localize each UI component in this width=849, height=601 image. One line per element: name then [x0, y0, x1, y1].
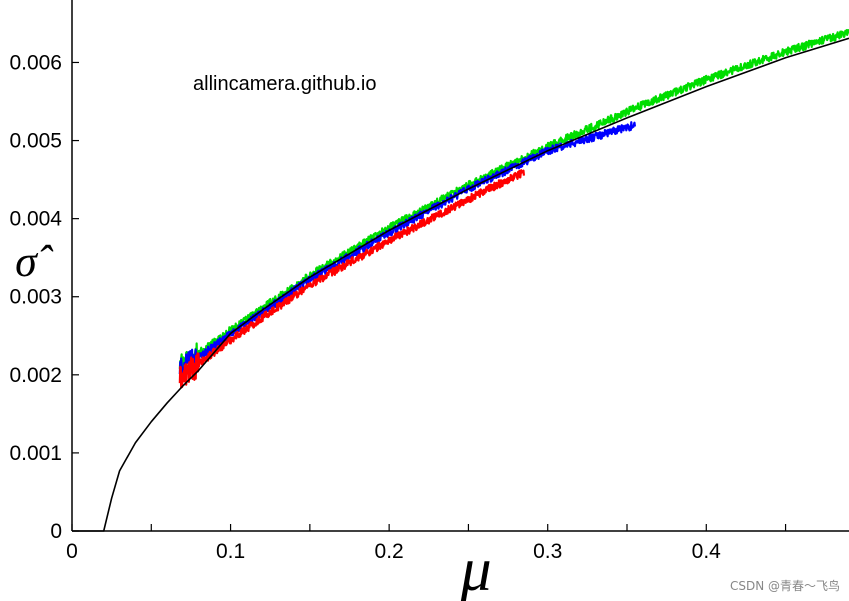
watermark: CSDN @青春～飞鸟: [730, 578, 840, 593]
y-tick-label: 0.001: [9, 442, 62, 465]
x-tick-label: 0.4: [692, 540, 722, 563]
y-tick-label: 0.003: [9, 286, 62, 309]
y-tick-label: 0.005: [9, 130, 62, 153]
site-annotation: allincamera.github.io: [193, 73, 376, 95]
y-tick-label: 0.002: [9, 364, 62, 387]
y-tick-label: 0.004: [9, 208, 62, 231]
axes-layer: [71, 0, 849, 532]
measured-series-line: [178, 169, 526, 389]
x-tick-label: 0: [66, 540, 78, 563]
model-curve-line: [72, 37, 849, 532]
series-layer: [72, 29, 849, 532]
y-axis-label: σ̂: [15, 237, 54, 286]
x-axis-label: μ: [459, 536, 491, 601]
measured-series-line: [178, 121, 637, 382]
x-tick-label: 0.3: [533, 540, 562, 563]
x-tick-label: 0.2: [375, 540, 404, 563]
x-tick-label: 0.1: [216, 540, 245, 563]
y-tick-label: 0: [50, 520, 62, 543]
y-tick-label: 0.006: [9, 51, 62, 74]
ticks-layer: 0 0.1 0.2 0.3 0.4 0 0.001 0.002 0.003 0.004 0.005 0…: [9, 51, 787, 563]
